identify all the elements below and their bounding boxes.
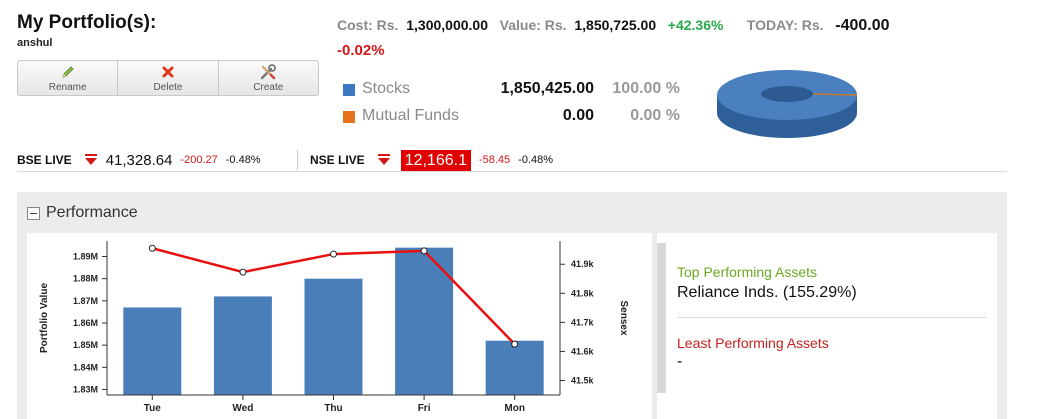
y2-tick-label: 41.9k [571,259,595,269]
value-value: 1,850,725.00 [574,17,657,33]
x-tick-label: Fri [418,403,431,414]
performance-chart-container: 1.83M 1.84M 1.85M 1.86M 1.87M 1.88M 1.89M 41.5k… [27,233,652,419]
bar-wed [213,296,272,395]
x-tick-label: Thu [324,403,342,414]
bse-ticker: BSE LIVE 41,328.64 -200.27 -0.48% [17,150,261,170]
donut-slice-mutual-funds [812,93,858,96]
y-tick-label: 1.86M [73,318,98,328]
today-label: TODAY: Rs. [746,17,824,33]
bar-fri [395,247,454,395]
rename-button[interactable]: Rename [18,61,119,95]
y-tick-label: 1.83M [73,384,98,394]
nse-change: -58.45 [478,154,511,166]
bar-thu [304,278,363,395]
mutual-funds-amount: 0.00 [562,107,594,124]
y2-tick-label: 41.5k [571,375,595,385]
performance-title: Performance [46,204,138,221]
sensex-point-wed [239,268,247,276]
allocation-list: Stocks 1,850,425.00 100.00 % Mutual Fund… [343,80,688,134]
bar-mon [485,340,544,395]
bar-tue [123,307,182,395]
market-ticker: BSE LIVE 41,328.64 -200.27 -0.48% NSE LI… [17,149,1007,172]
x-icon [161,64,175,80]
delete-button[interactable]: Delete [118,61,219,95]
bse-label: BSE LIVE [17,153,72,167]
y-axis-title: Portfolio Value [39,283,50,353]
bse-percent: -0.48% [225,154,261,166]
nse-percent: -0.48% [518,154,554,166]
mutual-funds-percent: 0.00 % [630,107,680,124]
bse-value: 41,328.64 [105,151,173,169]
mutual-funds-swatch [343,111,355,123]
performance-header[interactable]: Performance [27,204,138,222]
least-performing-label: Least Performing Assets [677,335,829,351]
y-tick-label: 1.84M [73,362,98,372]
create-label: Create [253,81,284,93]
performance-panel: Performance 1.83M 1.84M 1.85M 1.86M 1.87M 1.8… [17,192,1007,419]
nse-down-arrow-icon [377,153,391,167]
mutual-funds-label: Mutual Funds [362,107,459,124]
cost-label: Cost: Rs. [337,17,399,33]
cost-value: 1,300,000.00 [406,17,488,33]
performance-chart: 1.83M 1.84M 1.85M 1.86M 1.87M 1.88M 1.89M 41.5k… [39,241,629,414]
donut-hole [761,86,813,102]
stocks-amount: 1,850,425.00 [500,80,594,97]
stocks-label: Stocks [362,80,411,97]
x-tick-label: Wed [232,403,253,414]
nse-ticker: NSE LIVE 12,166.1 -58.45 -0.48% [297,149,554,171]
y2-axis-title: Sensex [618,300,629,335]
allocation-row-stocks: Stocks 1,850,425.00 100.00 % [343,80,688,107]
create-button[interactable]: Create [219,61,318,95]
least-performing-value: - [677,353,683,370]
stocks-percent: 100.00 % [612,80,680,97]
pencil-icon [60,64,76,80]
page-title: My Portfolio(s): [17,12,157,33]
x-tick-label: Mon [504,403,525,414]
asset-performance-panel: Top Performing Assets Reliance Inds. (15… [657,233,997,419]
bse-down-arrow-icon [84,153,98,167]
sensex-point-fri [420,247,428,255]
bse-change: -200.27 [180,154,218,166]
y-tick-label: 1.87M [73,296,98,306]
y-tick-label: 1.85M [73,340,98,350]
collapse-icon[interactable] [27,206,40,220]
nse-label: NSE LIVE [310,153,365,167]
username: anshul [17,37,53,49]
nse-value: 12,166.1 [400,149,471,171]
y2-tick-label: 41.7k [571,317,595,327]
gain-percent: +42.36% [667,17,724,33]
sensex-point-mon [511,340,519,348]
assets-divider [677,317,987,318]
today-value: -400.00 [835,17,890,34]
portfolio-toolbar: Rename Delete Create [17,60,319,96]
top-performing-value: Reliance Inds. (155.29%) [677,284,857,301]
portfolio-summary: Cost: Rs. 1,300,000.00 Value: Rs. 1,850,… [337,17,890,35]
y-tick-label: 1.89M [73,252,98,262]
rename-label: Rename [48,81,87,93]
delete-label: Delete [153,81,183,93]
y2-tick-label: 41.8k [571,288,595,298]
y2-tick-label: 41.6k [571,346,595,356]
allocation-donut-chart [717,70,858,138]
sensex-point-thu [330,250,337,258]
top-performing-label: Top Performing Assets [677,264,818,280]
y-tick-label: 1.88M [73,274,98,284]
tools-icon [259,63,277,80]
x-tick-label: Tue [144,403,161,414]
today-percent: -0.02% [337,42,385,59]
allocation-row-mutual-funds: Mutual Funds 0.00 0.00 % [343,107,688,134]
stocks-swatch [343,84,355,96]
sensex-point-tue [148,244,156,252]
panel-separator [657,243,666,393]
value-label: Value: Rs. [499,17,567,33]
